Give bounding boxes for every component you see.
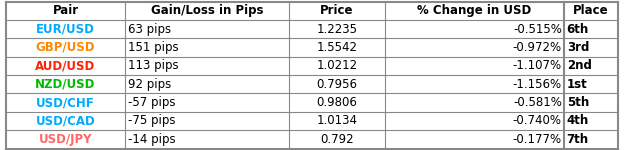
Text: 2nd: 2nd [567, 59, 592, 72]
Text: NZD/USD: NZD/USD [36, 78, 95, 91]
Text: 92 pips: 92 pips [129, 78, 172, 91]
Text: 0.9806: 0.9806 [316, 96, 358, 109]
Text: -0.581%: -0.581% [513, 96, 562, 109]
Text: 1.5542: 1.5542 [316, 41, 358, 54]
Text: 0.792: 0.792 [320, 133, 354, 146]
Text: -57 pips: -57 pips [129, 96, 176, 109]
Text: AUD/USD: AUD/USD [36, 59, 95, 72]
Text: 1.0212: 1.0212 [316, 59, 358, 72]
Text: Gain/Loss in Pips: Gain/Loss in Pips [150, 4, 263, 17]
Text: 3rd: 3rd [567, 41, 589, 54]
Text: GBP/USD: GBP/USD [36, 41, 95, 54]
Text: -1.107%: -1.107% [513, 59, 562, 72]
Text: 113 pips: 113 pips [129, 59, 179, 72]
Text: USD/CAD: USD/CAD [36, 114, 95, 128]
Text: USD/CHF: USD/CHF [36, 96, 95, 109]
Text: 4th: 4th [567, 114, 589, 128]
Text: -1.156%: -1.156% [513, 78, 562, 91]
Text: 0.7956: 0.7956 [316, 78, 358, 91]
Text: 63 pips: 63 pips [129, 22, 172, 36]
Text: -0.740%: -0.740% [513, 114, 562, 128]
Text: 1st: 1st [567, 78, 588, 91]
Text: -0.515%: -0.515% [513, 22, 562, 36]
Text: 5th: 5th [567, 96, 589, 109]
Text: 7th: 7th [567, 133, 589, 146]
Text: Price: Price [320, 4, 354, 17]
Text: -0.972%: -0.972% [513, 41, 562, 54]
Text: -75 pips: -75 pips [129, 114, 176, 128]
Text: Place: Place [573, 4, 609, 17]
Text: 1.0134: 1.0134 [316, 114, 358, 128]
Text: EUR/USD: EUR/USD [36, 22, 95, 36]
Text: -0.177%: -0.177% [513, 133, 562, 146]
Text: 6th: 6th [567, 22, 589, 36]
Text: -14 pips: -14 pips [129, 133, 176, 146]
Text: 151 pips: 151 pips [129, 41, 179, 54]
Text: USD/JPY: USD/JPY [39, 133, 92, 146]
Text: % Change in USD: % Change in USD [417, 4, 532, 17]
Text: Pair: Pair [52, 4, 79, 17]
Text: 1.2235: 1.2235 [316, 22, 358, 36]
